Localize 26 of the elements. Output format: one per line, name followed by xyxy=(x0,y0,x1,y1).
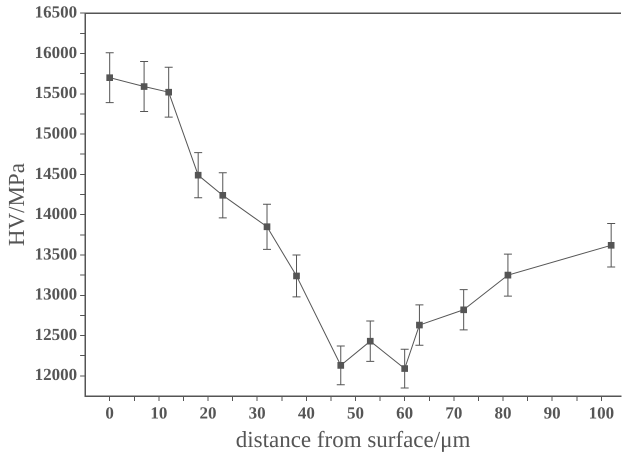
x-axis-title: distance from surface/μm xyxy=(236,427,470,452)
x-tick-label: 60 xyxy=(396,404,414,423)
point xyxy=(293,272,300,280)
x-tick-label: 40 xyxy=(298,404,315,423)
x-tick-label: 0 xyxy=(105,404,114,423)
point xyxy=(416,322,423,328)
y-axis-title: HV/MPa xyxy=(4,163,29,246)
x-tick-label: 30 xyxy=(248,404,266,423)
x-tick-label: 90 xyxy=(544,404,561,423)
point xyxy=(264,223,270,230)
y-tick-label: 15500 xyxy=(34,83,78,102)
x-tick-label: 50 xyxy=(347,404,364,423)
x-tick-label: 100 xyxy=(588,404,614,423)
y-tick-label: 16000 xyxy=(34,42,78,62)
y-tick-label: 13500 xyxy=(34,244,78,264)
x-tick-label: 10 xyxy=(150,404,168,423)
x-tick-label: 20 xyxy=(200,404,217,423)
x-tick-label: 70 xyxy=(445,404,462,423)
y-tick-label: 13000 xyxy=(34,284,78,304)
y-tick-label: 12000 xyxy=(34,365,78,384)
y-tick-label: 12500 xyxy=(34,324,78,344)
y-tick-label: 14000 xyxy=(34,204,78,224)
y-tick-label: 16500 xyxy=(34,2,78,22)
y-tick-label: 15000 xyxy=(34,123,78,142)
x-tick-label: 80 xyxy=(494,404,512,423)
y-tick-label: 14500 xyxy=(34,164,78,183)
